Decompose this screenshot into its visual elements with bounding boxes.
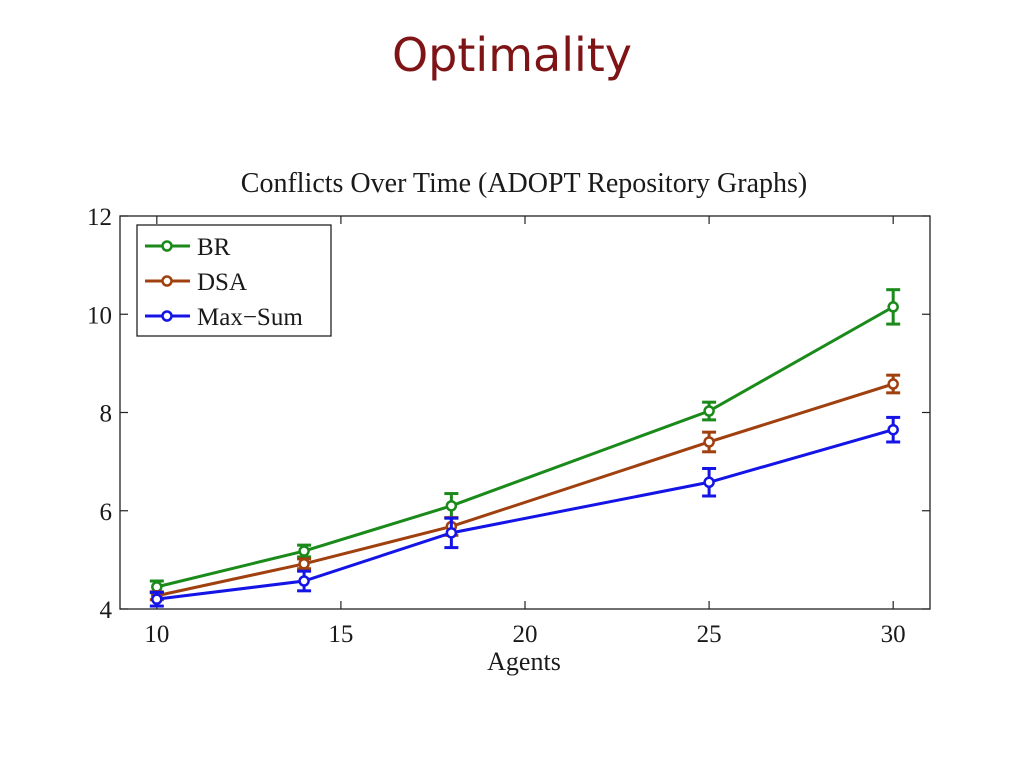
data-point <box>298 575 310 587</box>
legend-label: DSA <box>197 269 247 296</box>
x-tick-label: 15 <box>328 621 353 648</box>
y-tick-label: 6 <box>100 499 113 526</box>
legend-marker <box>161 275 173 287</box>
data-point <box>298 558 310 570</box>
y-tick-label: 10 <box>87 302 112 329</box>
data-point <box>445 500 458 512</box>
data-point <box>703 405 715 417</box>
data-point <box>887 423 899 436</box>
data-point <box>703 476 715 489</box>
data-point <box>151 593 163 605</box>
chart-title: Conflicts Over Time (ADOPT Repository Gr… <box>241 168 807 199</box>
data-point <box>887 378 899 390</box>
series-max-sum <box>149 415 901 608</box>
x-axis-label: Agents <box>487 647 561 676</box>
series-line <box>156 428 894 601</box>
legend-marker <box>161 310 173 322</box>
legend: BR DSA Max−Sum <box>136 224 332 337</box>
y-tick-label: 12 <box>87 204 112 231</box>
series-line <box>156 305 894 589</box>
y-tick-label: 8 <box>100 401 113 428</box>
series-br <box>149 288 901 595</box>
legend-label: BR <box>197 234 231 261</box>
series-dsa <box>149 373 901 602</box>
legend-marker <box>161 240 173 252</box>
x-tick-label: 10 <box>144 621 169 648</box>
x-tick-label: 25 <box>697 621 722 648</box>
data-point <box>298 545 310 557</box>
y-tick-label: 4 <box>100 597 113 624</box>
series-line <box>156 382 894 598</box>
data-point <box>445 527 458 539</box>
axis-ticks: 10 15 20 25 30 4 6 8 10 12 <box>87 204 930 648</box>
series-group <box>149 288 901 608</box>
legend-label: Max−Sum <box>197 304 303 331</box>
x-tick-label: 30 <box>881 621 906 648</box>
x-tick-label: 20 <box>513 621 538 648</box>
data-point <box>887 301 899 313</box>
slide-title: Optimality <box>391 28 633 82</box>
data-point <box>703 436 715 448</box>
